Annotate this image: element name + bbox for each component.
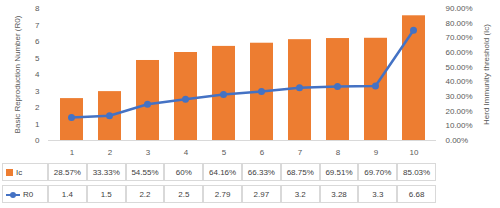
svg-text:9: 9 <box>374 148 379 157</box>
svg-text:3: 3 <box>146 148 151 157</box>
svg-text:2: 2 <box>108 148 113 157</box>
html-text:2.79: 2.79 <box>214 190 231 199</box>
html-text:68.75%: 68.75% <box>286 168 314 177</box>
svg-text:6: 6 <box>260 148 265 157</box>
svg-text:0.00%: 0.00% <box>446 136 469 145</box>
svg-text:60.00%: 60.00% <box>446 48 473 57</box>
svg-text:8: 8 <box>336 148 341 157</box>
html-text:3.28: 3.28 <box>331 190 347 199</box>
svg-text:Herd Immunity threshold (Ic): Herd Immunity threshold (Ic) <box>482 24 491 125</box>
html-text:60%: 60% <box>175 168 192 177</box>
svg-text:3: 3 <box>35 87 40 96</box>
svg-text:5: 5 <box>222 148 227 157</box>
html-text:64.16%: 64.16% <box>209 168 237 177</box>
html-text:3.3: 3.3 <box>372 190 384 199</box>
svg-text:90.00%: 90.00% <box>446 4 473 13</box>
html-text:R0: R0 <box>23 190 34 199</box>
svg-text:10: 10 <box>410 148 419 157</box>
svg-text:40.00%: 40.00% <box>446 77 473 86</box>
svg-text:1: 1 <box>35 120 40 129</box>
svg-text:7: 7 <box>298 148 303 157</box>
svg-text:8: 8 <box>35 4 40 13</box>
html-text:1.4: 1.4 <box>61 190 73 199</box>
svg-text:2: 2 <box>35 103 40 112</box>
svg-text:1: 1 <box>70 148 75 157</box>
html-text:2.2: 2.2 <box>139 190 151 199</box>
html-text:2.97: 2.97 <box>253 190 270 199</box>
svg-text:4: 4 <box>184 148 189 157</box>
svg-text:30.00%: 30.00% <box>446 92 473 101</box>
html-text:66.33%: 66.33% <box>247 168 275 177</box>
html-text:6.68: 6.68 <box>408 190 425 199</box>
svg-text:5: 5 <box>35 54 40 63</box>
html-text:54.55%: 54.55% <box>131 168 159 177</box>
html-text:85.03%: 85.03% <box>403 168 431 177</box>
html-text:3.2: 3.2 <box>294 190 306 199</box>
html-text:28.57%: 28.57% <box>53 168 81 177</box>
html-text:1.5: 1.5 <box>100 190 112 199</box>
svg-text:10.00%: 10.00% <box>446 121 473 130</box>
svg-text:7: 7 <box>35 21 40 30</box>
html-text:Ic: Ic <box>16 168 23 177</box>
svg-text:4: 4 <box>35 70 40 79</box>
svg-text:6: 6 <box>35 37 40 46</box>
html-text:33.33%: 33.33% <box>92 168 120 177</box>
html-text:69.51%: 69.51% <box>325 168 353 177</box>
svg-text:80.00%: 80.00% <box>446 19 473 28</box>
svg-text:Basic Reproduction Number (R0): Basic Reproduction Number (R0) <box>13 15 22 133</box>
html-text:2.5: 2.5 <box>178 190 190 199</box>
svg-text:20.00%: 20.00% <box>446 107 473 116</box>
svg-text:0: 0 <box>35 136 40 145</box>
svg-text:70.00%: 70.00% <box>446 33 473 42</box>
html-text:69.70%: 69.70% <box>364 168 392 177</box>
svg-text:50.00%: 50.00% <box>446 63 473 72</box>
